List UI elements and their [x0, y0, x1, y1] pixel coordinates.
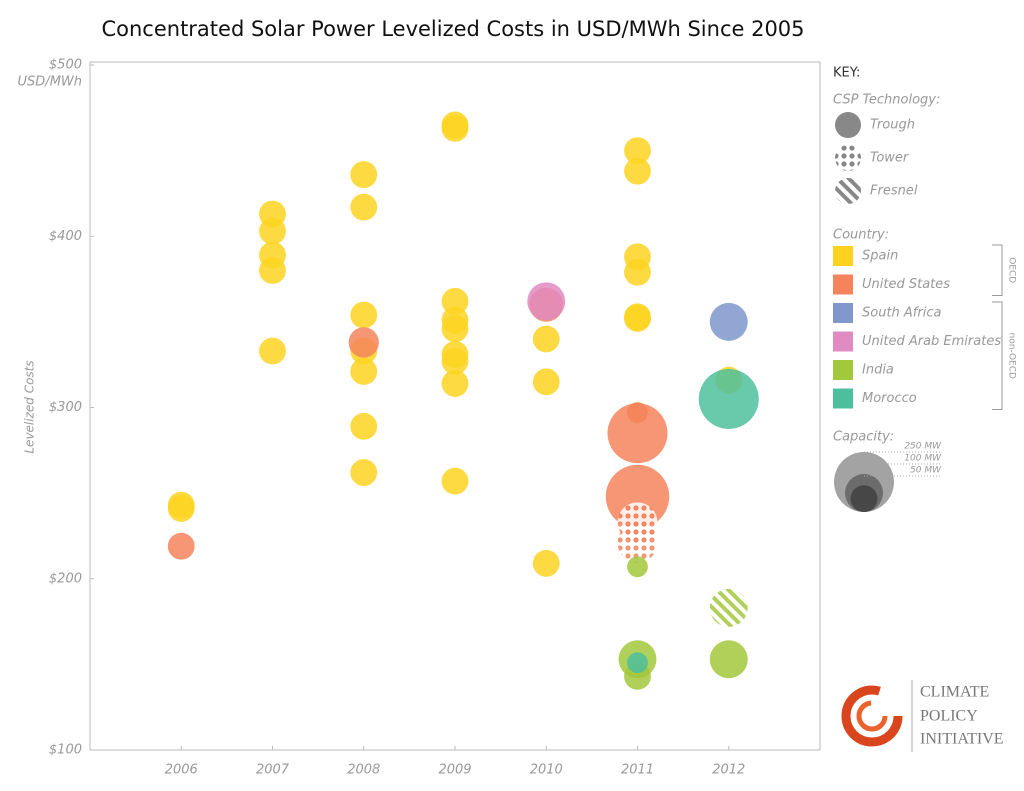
x-tick-label: 2011: [621, 763, 654, 778]
country-heading: Country:: [833, 228, 889, 243]
bubble: [527, 282, 566, 321]
bubble: [617, 522, 658, 563]
x-tick-label: 2009: [438, 763, 471, 778]
technology-swatch: [835, 145, 861, 171]
bubble: [350, 301, 378, 329]
logo-text: POLICY: [920, 708, 978, 725]
bubble: [624, 137, 651, 165]
bubble: [350, 358, 378, 385]
bubble: [698, 368, 759, 429]
bubble: [441, 114, 469, 142]
legend-label: Spain: [862, 249, 898, 264]
capacity-label: 100 MW: [904, 454, 942, 464]
bubble: [350, 193, 378, 221]
y-axis-title: Levelized Costs: [23, 360, 37, 453]
bubble: [259, 257, 286, 284]
group-bracket: [992, 301, 1003, 410]
y-tick-label: $200: [49, 571, 82, 586]
bubble: [627, 556, 648, 578]
bubble: [167, 532, 195, 560]
bubble: [624, 258, 651, 286]
group-bracket: [992, 244, 1003, 296]
legend-swatch: [833, 274, 853, 295]
legend-label: Morocco: [862, 391, 917, 406]
capacity-heading: Capacity:: [833, 430, 894, 445]
technology-swatch: [835, 112, 861, 138]
group-label: non-OECD: [1007, 333, 1017, 379]
bubble: [624, 157, 651, 185]
technology-label: Fresnel: [870, 184, 918, 199]
legend-label: South Africa: [862, 306, 941, 321]
y-tick-label: $400: [49, 229, 82, 244]
bubble: [350, 459, 378, 486]
logo-ring: [841, 685, 903, 747]
logo-ring: [856, 700, 888, 732]
bubble: [441, 287, 469, 315]
y-unit: USD/MWh: [18, 75, 82, 90]
bubble: [350, 161, 378, 189]
bubble: [532, 325, 560, 353]
legend-swatch: [833, 303, 853, 323]
legend-swatch: [833, 388, 853, 409]
legend-swatch: [833, 331, 853, 352]
legend-label: United States: [862, 277, 950, 292]
y-tick-label: $300: [49, 400, 82, 415]
chart-title: Concentrated Solar Power Levelized Costs…: [101, 17, 804, 41]
y-tick-label: $100: [49, 743, 82, 758]
bubble: [441, 347, 469, 375]
legend-swatch: [833, 246, 853, 266]
bubble: [441, 467, 469, 495]
logo-text: CLIMATE: [920, 684, 989, 701]
bubble: [350, 412, 378, 440]
bubble: [709, 302, 748, 341]
legend-label: India: [862, 363, 894, 378]
technology-label: Tower: [870, 151, 910, 166]
capacity-circle: [850, 485, 878, 512]
logo: [841, 680, 913, 752]
x-tick-label: 2006: [165, 763, 198, 778]
capacity-label: 50 MW: [910, 466, 942, 476]
bubble: [259, 337, 286, 365]
legend-swatch: [833, 360, 853, 380]
bubble: [709, 640, 748, 679]
bubble: [709, 588, 748, 627]
bubble: [441, 370, 469, 397]
bubble: [607, 403, 668, 464]
x-tick-label: 2012: [712, 763, 745, 778]
bubble: [348, 327, 379, 358]
x-tick-label: 2010: [530, 763, 563, 778]
technology-heading: CSP Technology:: [833, 93, 940, 108]
y-tick-label: $500: [49, 58, 82, 73]
bubble: [532, 368, 560, 396]
bubble: [441, 315, 469, 343]
group-label: OECD: [1007, 257, 1017, 283]
bubble: [627, 652, 648, 674]
logo-text: INITIATIVE: [920, 731, 1004, 748]
x-tick-label: 2008: [347, 763, 380, 778]
bubble: [532, 549, 560, 577]
bubble: [624, 305, 651, 332]
legend-label: United Arab Emirates: [862, 334, 1001, 349]
bubble: [167, 491, 195, 519]
x-tick-label: 2007: [256, 763, 290, 778]
key-title: KEY:: [833, 66, 860, 81]
bubble: [259, 217, 286, 245]
technology-label: Trough: [870, 118, 915, 133]
capacity-label: 250 MW: [904, 442, 942, 452]
technology-swatch: [835, 178, 861, 204]
